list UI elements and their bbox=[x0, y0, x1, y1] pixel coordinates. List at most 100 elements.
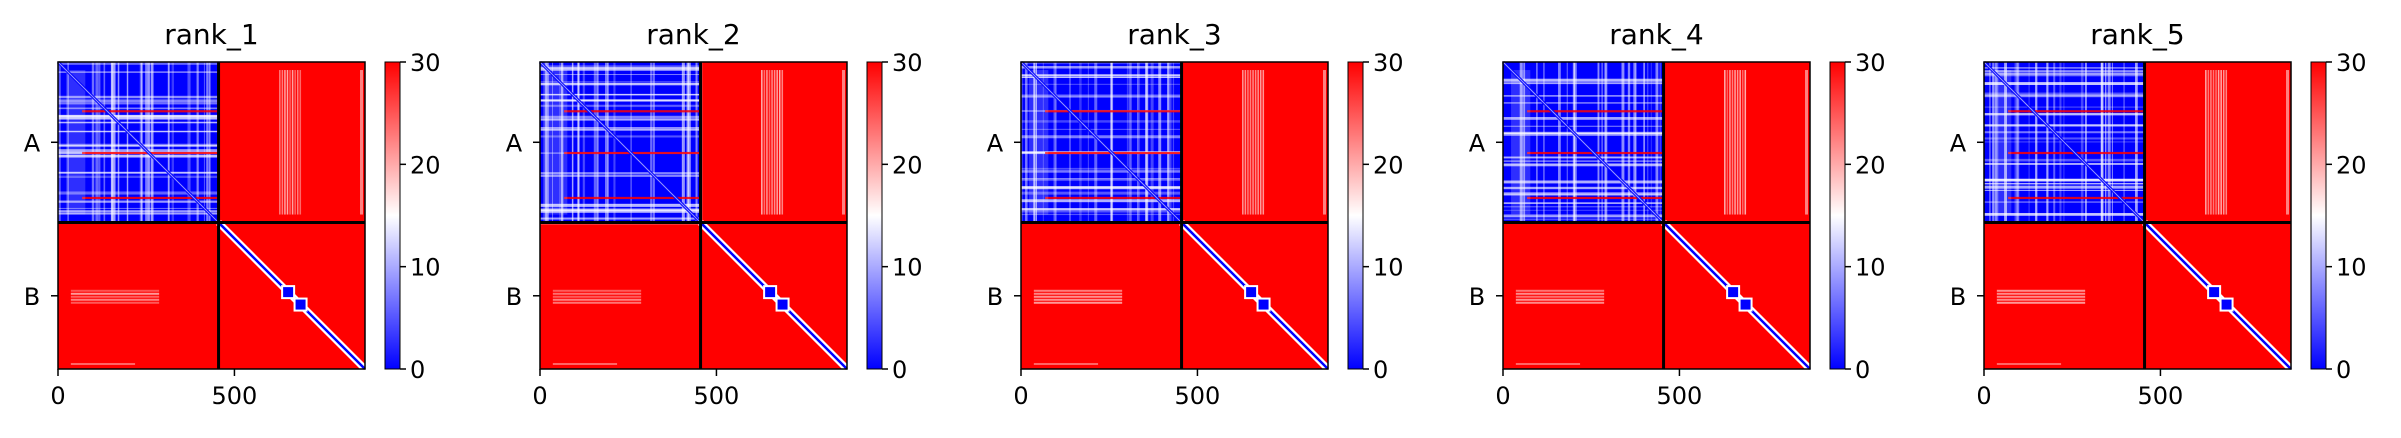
heatmap-red-streak bbox=[1527, 196, 1664, 200]
heatmap-col-streak bbox=[187, 62, 189, 223]
heatmap-red-streak bbox=[2008, 196, 2145, 200]
heatmap-col-streak bbox=[2014, 62, 2017, 223]
heatmap-row-streak bbox=[1984, 113, 2145, 116]
heatmap-row-streak bbox=[1503, 218, 1664, 221]
heatmap-band-stripe bbox=[778, 70, 781, 215]
heatmap-row-streak bbox=[58, 191, 219, 193]
heatmap-col-streak bbox=[1079, 62, 1082, 223]
colorbar bbox=[2310, 61, 2327, 370]
heatmap-col-streak bbox=[1558, 62, 1561, 223]
heatmap-col-streak bbox=[652, 62, 655, 223]
heatmap-col-streak bbox=[1604, 62, 1607, 223]
heatmap-band-stripe bbox=[2222, 70, 2225, 215]
heatmap-band-stripe bbox=[2210, 70, 2212, 215]
heatmap-domain-box bbox=[283, 287, 294, 298]
x-tick-label: 0 bbox=[1495, 382, 1510, 410]
heatmap-band-stripe bbox=[1724, 70, 1726, 215]
heatmap-col-streak bbox=[111, 62, 113, 223]
heatmap-row-streak bbox=[58, 207, 219, 209]
heatmap-red-streak bbox=[564, 196, 701, 200]
heatmap-col-streak bbox=[2016, 62, 2020, 223]
pae-panel-4: rank_4 A B 0 500 0 10 20 30 bbox=[1469, 18, 1886, 410]
heatmap-col-streak bbox=[1129, 62, 1132, 223]
axes-frame bbox=[1983, 61, 2292, 370]
heatmap-row-streak bbox=[58, 144, 219, 147]
heatmap-row-streak bbox=[540, 204, 701, 207]
heatmap-col-streak bbox=[1621, 62, 1625, 223]
heatmap-col-streak bbox=[167, 62, 170, 223]
heatmap-col-streak bbox=[682, 62, 685, 223]
heatmap-col-streak bbox=[1597, 62, 1599, 223]
heatmap-domain-box bbox=[1246, 287, 1257, 298]
heatmap-col-streak bbox=[1150, 62, 1154, 223]
heatmap-row-streak bbox=[1503, 160, 1664, 162]
heatmap-band-stripe bbox=[552, 363, 618, 365]
heatmap-col-streak bbox=[150, 62, 154, 223]
heatmap-row-streak bbox=[58, 154, 219, 158]
heatmap-col-streak bbox=[2080, 62, 2084, 223]
heatmap-row-streak bbox=[1503, 78, 1664, 82]
chain-label-b: B bbox=[24, 283, 40, 311]
heatmap-col-streak bbox=[582, 62, 585, 223]
heatmap-row-streak bbox=[1021, 95, 1182, 98]
colorbar bbox=[1347, 61, 1364, 370]
colorbar-tick-label: 0 bbox=[1373, 356, 1388, 384]
heatmap-row-streak bbox=[1503, 163, 1664, 167]
heatmap-row-streak bbox=[1021, 66, 1182, 69]
heatmap-col-streak bbox=[1521, 62, 1524, 223]
heatmap-row-streak bbox=[1984, 158, 2145, 162]
heatmap-edge-stripe bbox=[360, 70, 363, 215]
heatmap-col-streak bbox=[1634, 62, 1637, 223]
heatmap-band-a-b bbox=[1242, 70, 1326, 215]
heatmap-row-streak bbox=[540, 135, 701, 138]
colorbar-tick-label: 0 bbox=[1855, 356, 1870, 384]
heatmap-edge-stripe bbox=[842, 70, 845, 215]
heatmap-col-streak bbox=[1167, 62, 1170, 223]
heatmap-band-stripe bbox=[1726, 70, 1729, 215]
heatmap-band-stripe bbox=[1247, 70, 1249, 215]
heatmap-col-streak bbox=[147, 62, 150, 223]
heatmap-col-streak bbox=[559, 62, 561, 223]
heatmap-row-streak bbox=[1503, 125, 1664, 127]
heatmap-col-streak bbox=[1996, 62, 1999, 223]
heatmap-row-streak bbox=[1984, 201, 2145, 203]
heatmap-row-streak bbox=[1984, 67, 2145, 69]
heatmap-band-stripe bbox=[1996, 301, 2086, 304]
heatmap-band-stripe bbox=[1244, 70, 1247, 215]
colorbar-tick-label: 10 bbox=[892, 254, 923, 282]
heatmap-col-streak bbox=[117, 62, 120, 223]
heatmap-row-streak bbox=[1021, 94, 1182, 97]
heatmap-band-stripe bbox=[1515, 292, 1605, 295]
heatmap-col-streak bbox=[1566, 62, 1568, 223]
heatmap-col-streak bbox=[103, 62, 106, 223]
heatmap-col-streak bbox=[2111, 62, 2113, 223]
heatmap-col-streak bbox=[2053, 62, 2056, 223]
heatmap-red-streak bbox=[82, 196, 219, 200]
heatmap-row-streak bbox=[1021, 135, 1182, 139]
heatmap-row-streak bbox=[540, 67, 701, 71]
heatmap-col-streak bbox=[1994, 62, 1997, 223]
chain-label-a: A bbox=[1950, 129, 1967, 157]
heatmap-row-streak bbox=[1021, 191, 1182, 195]
axes-frame bbox=[1502, 61, 1811, 370]
heatmap-row-streak bbox=[540, 106, 701, 108]
heatmap-pale-band bbox=[1992, 70, 2012, 215]
heatmap-band-stripe bbox=[1249, 70, 1252, 215]
heatmap-col-streak bbox=[1126, 62, 1129, 223]
pae-panel-1: rank_1 A B 0 500 0 10 20 30 bbox=[24, 18, 441, 410]
panel-title: rank_4 bbox=[1609, 18, 1703, 51]
heatmap-row-streak bbox=[1503, 131, 1664, 134]
heatmap-band-stripe bbox=[291, 70, 294, 215]
heatmap-diagonal-a-highlight bbox=[1983, 61, 2145, 223]
heatmap-col-streak bbox=[1054, 62, 1057, 223]
heatmap-domain-box bbox=[1740, 299, 1751, 310]
heatmap-col-streak bbox=[1033, 62, 1035, 223]
heatmap-row-streak bbox=[1021, 74, 1182, 76]
heatmap-edge-stripe bbox=[1805, 70, 1808, 215]
x-tick-label: 0 bbox=[1976, 382, 1991, 410]
heatmap-col-streak bbox=[2046, 62, 2049, 223]
heatmap-col-streak bbox=[630, 62, 632, 223]
heatmap-band-stripe bbox=[1252, 70, 1254, 215]
heatmap-row-streak bbox=[1503, 180, 1664, 184]
